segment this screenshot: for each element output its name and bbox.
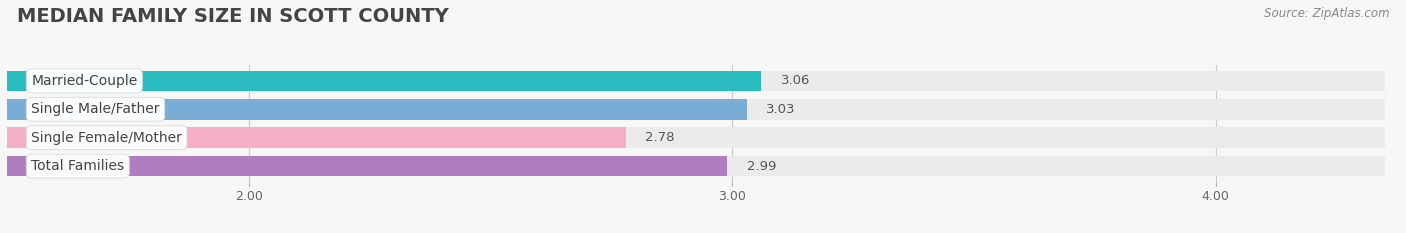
Text: MEDIAN FAMILY SIZE IN SCOTT COUNTY: MEDIAN FAMILY SIZE IN SCOTT COUNTY — [17, 7, 449, 26]
Bar — [7, 127, 1385, 148]
Bar — [7, 156, 1385, 176]
Bar — [7, 71, 761, 91]
Bar — [7, 127, 626, 148]
Text: 3.03: 3.03 — [766, 103, 796, 116]
Text: 3.06: 3.06 — [780, 74, 810, 87]
Bar — [7, 156, 727, 176]
Bar — [7, 99, 1385, 120]
Bar — [7, 99, 747, 120]
Text: Married-Couple: Married-Couple — [31, 74, 138, 88]
Text: 2.99: 2.99 — [747, 160, 776, 173]
Text: Source: ZipAtlas.com: Source: ZipAtlas.com — [1264, 7, 1389, 20]
Text: 2.78: 2.78 — [645, 131, 675, 144]
Bar — [7, 71, 1385, 91]
Text: Single Female/Mother: Single Female/Mother — [31, 131, 183, 145]
Text: Single Male/Father: Single Male/Father — [31, 102, 160, 116]
Text: Total Families: Total Families — [31, 159, 124, 173]
